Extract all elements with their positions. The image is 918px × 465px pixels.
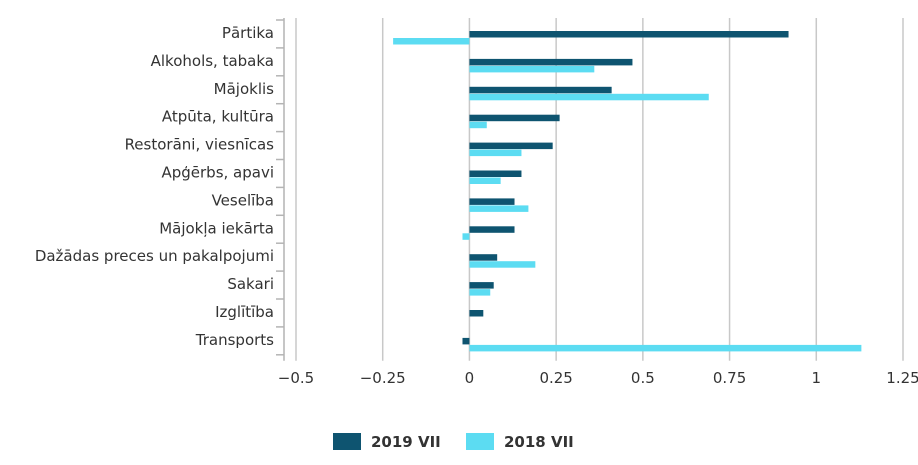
bar-series2	[469, 205, 529, 212]
bar-series1	[469, 282, 494, 289]
x-tick-label: 0	[465, 369, 475, 387]
category-label: Veselība	[212, 191, 274, 209]
bar-series2	[469, 93, 709, 101]
legend-swatch	[466, 433, 494, 450]
bar-series2	[462, 233, 470, 240]
x-tick-label: 0.25	[539, 369, 572, 387]
category-label: Restorāni, viesnīcas	[125, 136, 275, 154]
bar-series2	[393, 38, 470, 45]
bar-series1	[469, 142, 553, 150]
x-tick-label: −0.25	[360, 369, 406, 387]
bar-series2	[469, 65, 595, 73]
bar-series2	[469, 149, 522, 157]
bar-series2	[469, 121, 487, 129]
legend: 2019 VII 2018 VII	[333, 433, 574, 451]
category-labels: Pārtika Alkohols, tabaka Mājoklis Atpūta, k…	[35, 19, 284, 356]
x-tick-labels: −0.5 −0.25 0 0.25 0.5 0.75 1 1.25	[278, 369, 918, 387]
bar-series2	[469, 261, 536, 268]
legend-label: 2018 VII	[504, 433, 574, 451]
x-tick-label: 0.75	[713, 369, 746, 387]
bar-series1	[469, 86, 612, 94]
category-label: Alkohols, tabaka	[151, 52, 274, 70]
category-label: Atpūta, kultūra	[162, 108, 274, 126]
bar-series2	[469, 289, 491, 296]
category-label: Apģērbs, apavi	[161, 163, 274, 181]
category-label: Transports	[195, 331, 274, 349]
bar-series2	[469, 177, 501, 184]
x-tick-label: 1	[812, 369, 822, 387]
x-tick-label: 0.5	[631, 369, 655, 387]
bar-series1	[469, 31, 789, 38]
grid-lines	[295, 18, 904, 361]
x-tick-label: 1.25	[886, 369, 918, 387]
category-label: Izglītība	[215, 303, 274, 321]
legend-swatch	[333, 433, 361, 450]
bar-series1	[462, 337, 470, 345]
category-label: Dažādas preces un pakalpojumi	[35, 247, 274, 265]
bars	[393, 31, 862, 352]
category-label: Sakari	[227, 275, 274, 293]
bar-series1	[469, 58, 633, 66]
legend-label: 2019 VII	[371, 433, 441, 451]
bar-series1	[469, 114, 560, 122]
category-label: Mājokļa iekārta	[159, 219, 274, 237]
category-label: Mājoklis	[214, 80, 275, 98]
bar-series1	[469, 198, 515, 205]
bar-series1	[469, 170, 522, 177]
bar-series2	[469, 344, 862, 352]
bar-series1	[469, 254, 498, 261]
category-label: Pārtika	[222, 24, 274, 42]
bar-series1	[469, 226, 515, 233]
bar-series1	[469, 310, 484, 317]
x-tick-label: −0.5	[278, 369, 314, 387]
